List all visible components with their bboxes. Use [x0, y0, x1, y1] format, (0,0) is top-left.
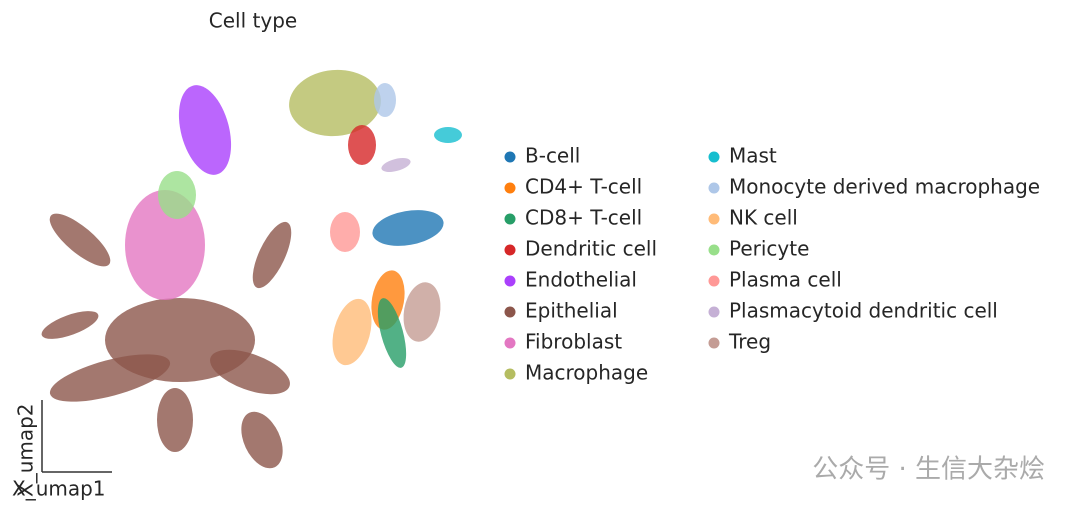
legend-marker [708, 151, 720, 163]
legend-label: Dendritic cell [525, 237, 657, 261]
legend-label: CD8+ T-cell [525, 206, 642, 230]
cluster [41, 311, 99, 339]
legend-marker [504, 213, 516, 225]
cluster [289, 69, 381, 137]
legend-label: Treg [728, 330, 771, 354]
legend-marker [708, 337, 720, 349]
cluster [252, 221, 292, 289]
cluster [434, 127, 462, 143]
legend-label: Plasma cell [729, 268, 842, 292]
legend-label: Endothelial [525, 268, 637, 292]
cluster [49, 354, 171, 402]
legend-marker [504, 182, 516, 194]
cluster [403, 282, 441, 342]
cluster [348, 125, 376, 165]
legend-label: Pericyte [729, 237, 809, 261]
legend-label: Epithelial [525, 299, 618, 323]
embedding [41, 69, 462, 469]
legend-label: Fibroblast [525, 330, 622, 354]
legend-marker [504, 244, 516, 256]
cluster [210, 349, 290, 395]
cluster [178, 85, 232, 175]
legend-marker [504, 151, 516, 163]
legend-marker [504, 275, 516, 287]
cluster [374, 83, 396, 117]
cluster [377, 298, 407, 368]
legend-label: Macrophage [525, 361, 648, 385]
cluster [241, 411, 283, 469]
legend-marker [708, 213, 720, 225]
legend-marker [708, 306, 720, 318]
cluster [372, 210, 444, 246]
cluster [158, 171, 196, 219]
cluster [49, 213, 111, 267]
watermark: 公众号 · 生信大杂烩 [812, 455, 1045, 485]
legend-marker [504, 306, 516, 318]
legend-label: Mast [729, 144, 777, 168]
legend-label: CD4+ T-cell [525, 175, 642, 199]
legend-marker [708, 244, 720, 256]
legend-label: B-cell [525, 144, 580, 168]
chart-title: Cell type [209, 9, 297, 33]
legend-marker [504, 337, 516, 349]
cluster [330, 212, 360, 252]
cluster [332, 298, 372, 366]
y-axis-label: X_umap2 [14, 403, 38, 497]
legend-label: Plasmacytoid dendritic cell [729, 299, 998, 323]
cluster [125, 190, 205, 300]
legend-label: Monocyte derived macrophage [729, 175, 1040, 199]
legend-marker [708, 182, 720, 194]
legend-marker [504, 368, 516, 380]
cluster [381, 158, 411, 172]
x-axis-label: X_umap1 [12, 477, 106, 501]
legend-label: NK cell [729, 206, 798, 230]
cluster [157, 388, 193, 452]
legend: B-cell CD4+ T-cell CD8+ T-cell Dendritic ce… [504, 144, 1040, 385]
legend-marker [708, 275, 720, 287]
